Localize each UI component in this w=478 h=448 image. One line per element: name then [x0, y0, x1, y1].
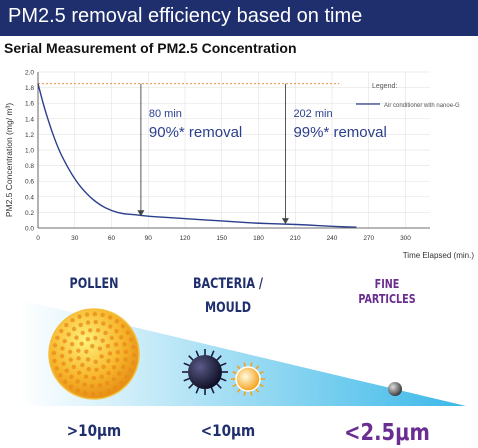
particle-size-graphic: POLLEN BACTERIA / MOULD FINE PARTICLES >…	[20, 275, 466, 447]
x-tick-label: 210	[290, 235, 301, 242]
x-tick-label: 240	[327, 235, 338, 242]
x-tick-label: 180	[253, 235, 264, 242]
fine-particles-size: <2.5μm	[344, 420, 430, 447]
pollen-icon	[48, 308, 140, 400]
x-tick-label: 270	[363, 235, 374, 242]
y-tick-label: 1.2	[25, 132, 34, 139]
y-tick-label: 2.0	[25, 70, 34, 77]
x-tick-label: 150	[216, 235, 227, 242]
bacteria-icon	[182, 349, 228, 395]
fine-particles-label-line1: FINE	[375, 277, 400, 291]
axes: 0.0 0.2 0.4 0.6 0.8 1.0 1.2 1.4 1.6 1.8 2.0 0 30 60 90…	[25, 70, 430, 242]
mould-spore-icon	[231, 362, 265, 396]
y-tick-label: 0.6	[25, 179, 34, 186]
series-line	[37, 83, 357, 228]
title-banner: PM2.5 removal efficiency based on time	[0, 0, 478, 36]
annotation-removal: 99%* removal	[293, 124, 386, 141]
x-tick-label: 60	[108, 235, 116, 242]
y-axis-label: PM2.5 Concentration (mg/ m³)	[4, 103, 14, 217]
legend-title: Legend:	[372, 83, 397, 90]
pollen-label: POLLEN	[70, 275, 119, 292]
y-tick-label: 1.8	[25, 85, 34, 92]
chart-title: Serial Measurement of PM2.5 Concentratio…	[4, 40, 297, 56]
x-tick-label: 90	[145, 235, 153, 242]
y-tick-label: 0.0	[25, 226, 34, 233]
grid	[37, 71, 430, 229]
arrow-head	[137, 210, 145, 217]
annotation-layer: 80 min 90%* removal 202 min 99%* removal	[137, 83, 387, 225]
bacteria-label-line2: MOULD	[205, 299, 251, 316]
annotation-time: 80 min	[149, 108, 182, 120]
bacteria-size: <10μm	[201, 422, 255, 440]
y-tick-label: 0.2	[25, 210, 34, 217]
series-layer	[37, 83, 357, 228]
fine-particle-icon	[388, 382, 402, 396]
arrow-head	[281, 218, 289, 225]
x-tick-label: 30	[71, 235, 79, 242]
x-tick-label: 0	[36, 235, 40, 242]
y-tick-label: 1.4	[25, 116, 34, 123]
x-tick-label: 300	[400, 235, 411, 242]
concentration-chart: 80 min 90%* removal 202 min 99%* removal 0.…	[4, 70, 475, 261]
pollen-size: >10μm	[67, 422, 121, 440]
fine-particles-label-line2: PARTICLES	[358, 292, 415, 306]
legend-entry: Air conditioner with nanoe-G	[384, 103, 460, 109]
bacteria-label-line1: BACTERIA /	[193, 275, 263, 292]
annotation-time: 202 min	[293, 108, 332, 120]
y-tick-label: 0.4	[25, 194, 34, 201]
annotation-removal: 90%* removal	[149, 124, 242, 141]
x-tick-label: 120	[180, 235, 191, 242]
y-tick-label: 1.0	[25, 148, 34, 155]
y-tick-label: 1.6	[25, 101, 34, 108]
page-title: PM2.5 removal efficiency based on time	[8, 5, 363, 27]
x-axis-label: Time Elapsed (min.)	[403, 251, 475, 260]
y-tick-label: 0.8	[25, 163, 34, 170]
